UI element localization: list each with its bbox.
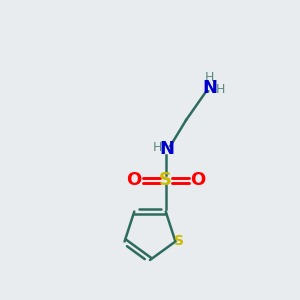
Text: S: S	[159, 171, 172, 189]
Text: H: H	[153, 142, 162, 154]
Text: N: N	[160, 140, 175, 158]
Text: N: N	[202, 79, 217, 97]
Text: H: H	[216, 83, 226, 96]
Text: H: H	[205, 71, 214, 84]
Text: S: S	[174, 235, 184, 248]
Text: O: O	[190, 171, 205, 189]
Text: O: O	[126, 171, 142, 189]
